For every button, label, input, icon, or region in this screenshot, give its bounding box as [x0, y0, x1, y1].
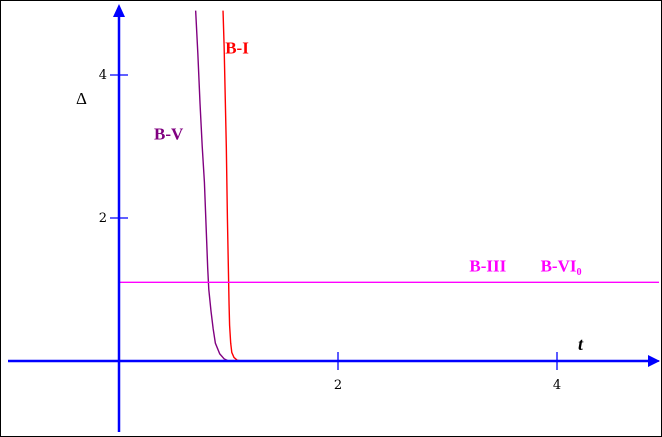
tick-layer: 2 4 2 4 — [99, 68, 561, 393]
series-label: B-V — [154, 124, 184, 143]
y-axis-label: Δ — [76, 89, 87, 108]
axis-layer — [8, 4, 660, 432]
y-tick-label: 4 — [99, 68, 107, 83]
x-tick-label: 2 — [334, 378, 342, 393]
series-label: B-III — [469, 257, 506, 276]
y-tick-label: 2 — [99, 211, 107, 226]
y-axis-arrow — [113, 4, 125, 17]
series-label: B-I — [225, 39, 249, 58]
series-line-b-v — [194, 10, 659, 362]
series-layer — [119, 10, 659, 362]
series-line-b-i — [222, 10, 659, 362]
x-axis-label: t — [578, 334, 584, 354]
x-axis-arrow — [648, 355, 660, 367]
series-label-layer: B-I B-V B-III B-VI₀ — [154, 39, 582, 276]
series-label: B-VI₀ — [541, 257, 582, 276]
x-tick-label: 4 — [553, 378, 561, 393]
